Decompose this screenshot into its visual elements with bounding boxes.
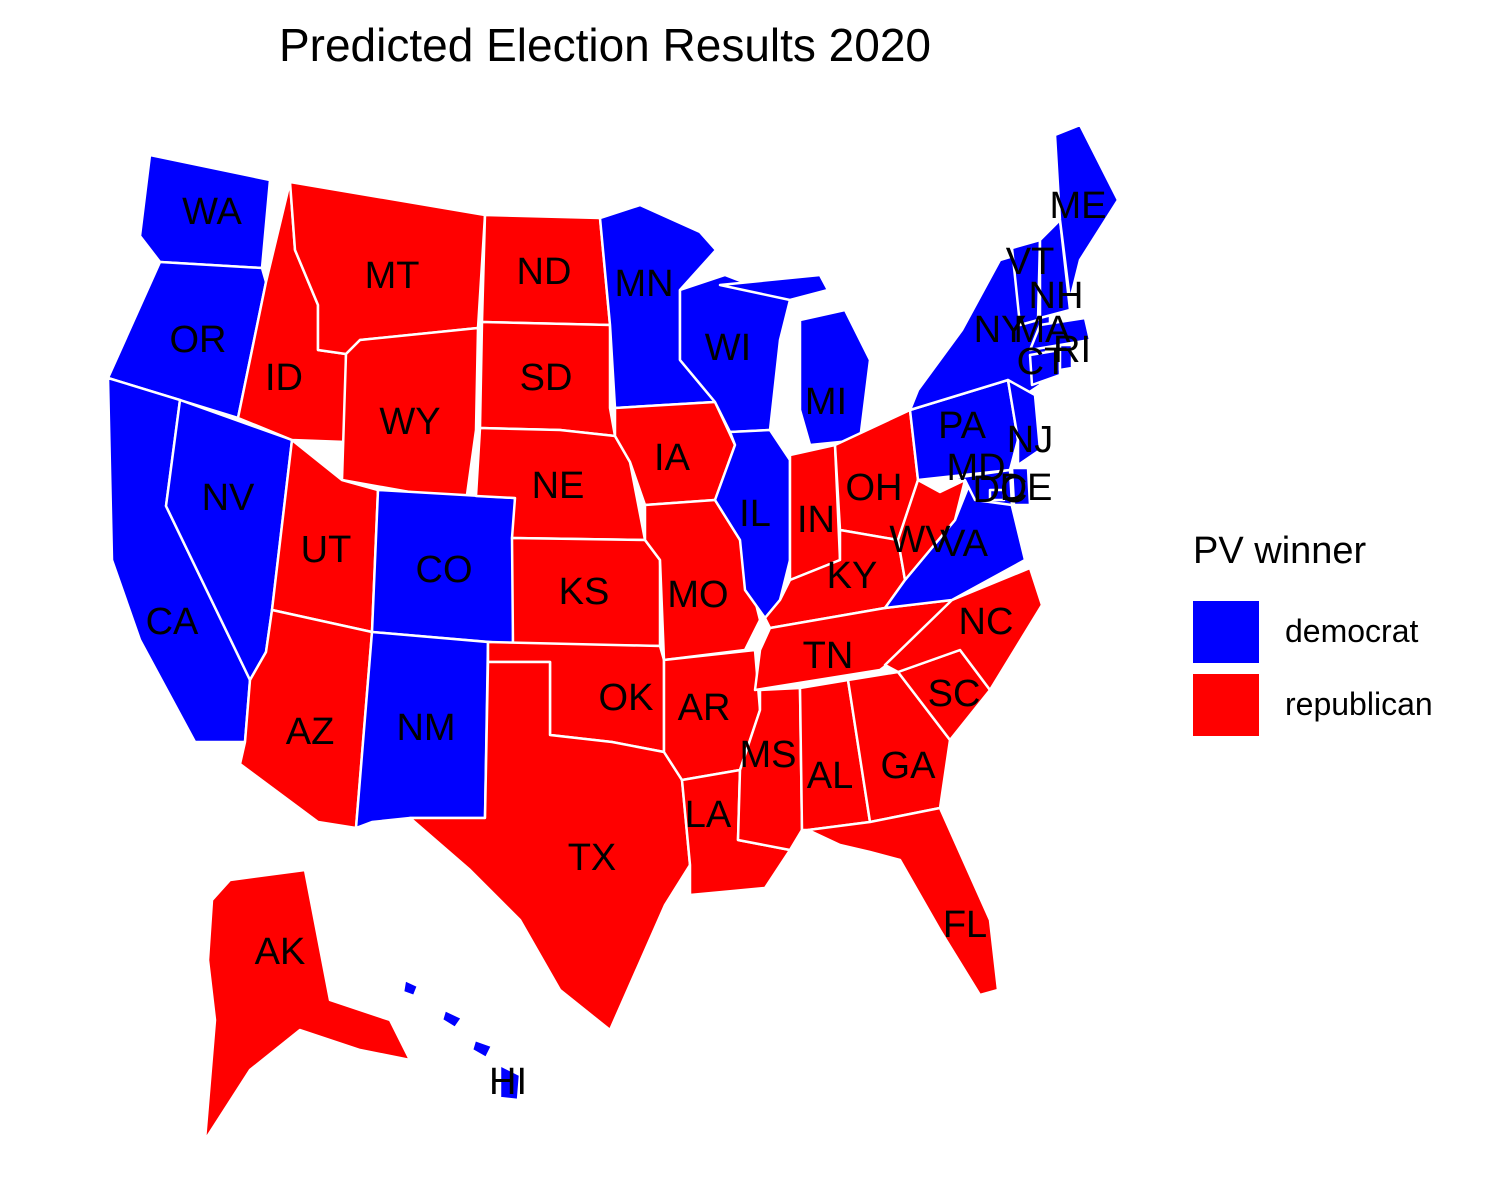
state-label-id: ID	[265, 357, 303, 399]
legend-label-republican: republican	[1285, 686, 1433, 722]
state-label-or: OR	[170, 319, 227, 361]
state-label-va: VA	[940, 523, 989, 565]
state-label-dc: DC	[973, 469, 1028, 511]
state-label-de: DE	[1000, 467, 1053, 509]
state-ga	[846, 670, 952, 824]
state-label-fl: FL	[943, 904, 987, 946]
state-ma	[1028, 316, 1092, 352]
legend: PV winner democrat republican	[1193, 530, 1433, 741]
state-label-mt: MT	[365, 255, 420, 297]
state-label-nv: NV	[202, 477, 255, 519]
state-label-ia: IA	[654, 437, 691, 479]
state-nj	[1006, 378, 1042, 467]
state-shapes	[106, 123, 1120, 1142]
legend-title: PV winner	[1193, 530, 1367, 572]
state-label-ks: KS	[559, 571, 610, 613]
state-label-mi: MI	[805, 381, 847, 423]
state-label-me: ME	[1050, 185, 1107, 227]
state-label-tn: TN	[803, 635, 854, 677]
state-ri	[1058, 343, 1074, 372]
state-label-pa: PA	[938, 405, 987, 447]
state-label-ut: UT	[301, 529, 352, 571]
state-label-sd: SD	[520, 357, 573, 399]
state-label-nd: ND	[517, 251, 572, 293]
state-label-sc: SC	[928, 673, 981, 715]
state-label-oh: OH	[846, 467, 903, 509]
state-label-wa: WA	[182, 191, 242, 233]
state-nc	[883, 566, 1044, 692]
state-label-wv: WV	[889, 519, 951, 561]
legend-item-republican: republican	[1193, 668, 1433, 741]
state-label-ny: NY	[974, 309, 1027, 351]
state-hi	[401, 978, 522, 1102]
state-label-nm: NM	[396, 707, 455, 749]
state-label-ne: NE	[532, 465, 585, 507]
us-state-map: WA OR CA NV ID MT WY UT AZ CO NM ND SD NE KS OK TX MN IA MO…	[106, 123, 1120, 1142]
state-label-nc: NC	[959, 601, 1014, 643]
state-label-hi: HI	[489, 1061, 527, 1103]
state-label-co: CO	[416, 549, 473, 591]
state-label-ms: MS	[740, 734, 797, 776]
state-ak	[203, 868, 412, 1142]
state-label-mo: MO	[667, 574, 728, 616]
state-label-ma: MA	[1014, 309, 1072, 351]
state-vt	[1010, 238, 1042, 327]
state-label-nh: NH	[1029, 275, 1084, 317]
state-tx	[408, 660, 692, 1032]
state-label-il: IL	[739, 493, 771, 535]
state-label-wy: WY	[379, 401, 440, 443]
state-label-tx: TX	[568, 837, 617, 879]
state-label-al: AL	[807, 755, 853, 797]
state-label-md: MD	[946, 447, 1005, 489]
state-label-ar: AR	[678, 687, 731, 729]
state-label-nj: NJ	[1007, 419, 1053, 461]
state-dc	[988, 488, 1006, 502]
state-label-ok: OK	[599, 677, 654, 719]
state-label-ak: AK	[255, 931, 306, 973]
state-fl	[806, 806, 1000, 997]
map-title: Predicted Election Results 2020	[278, 19, 932, 71]
state-label-vt: VT	[1006, 241, 1055, 283]
state-label-wi: WI	[705, 327, 751, 369]
state-label-az: AZ	[286, 711, 335, 753]
state-label-mn: MN	[614, 263, 673, 305]
state-label-ri: RI	[1053, 329, 1091, 371]
state-me	[1053, 123, 1120, 302]
legend-label-democrat: democrat	[1285, 613, 1419, 649]
state-ct	[1028, 348, 1062, 387]
state-de	[1010, 466, 1032, 507]
state-ks	[510, 536, 662, 648]
legend-swatch-democrat	[1193, 600, 1259, 663]
legend-swatch-republican	[1193, 673, 1259, 736]
state-label-in: IN	[797, 499, 835, 541]
state-label-ky: KY	[827, 555, 878, 597]
legend-item-democrat: democrat	[1193, 595, 1433, 668]
state-label-ct: CT	[1017, 341, 1068, 383]
state-label-la: LA	[685, 794, 732, 836]
state-label-ga: GA	[881, 745, 937, 787]
state-label-ca: CA	[146, 601, 199, 643]
state-labels: WA OR CA NV ID MT WY UT AZ CO NM ND SD NE KS OK TX MN IA MO…	[146, 185, 1107, 1103]
